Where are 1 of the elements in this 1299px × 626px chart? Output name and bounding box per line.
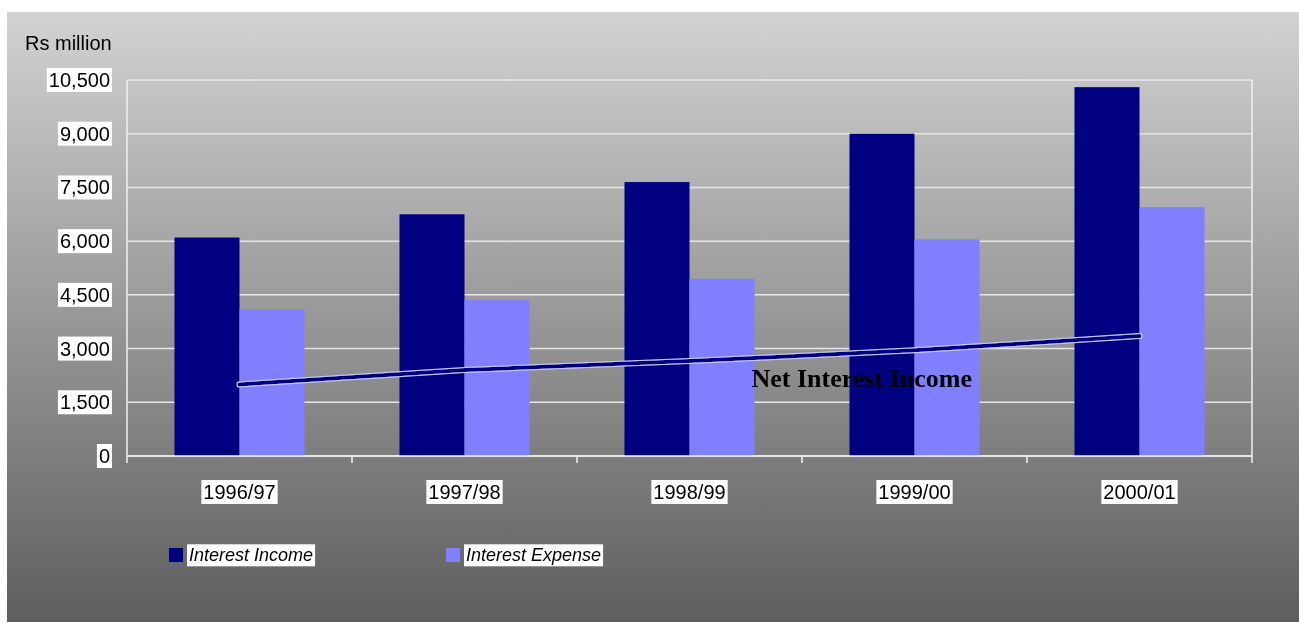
y-axis-title: Rs million [25, 32, 112, 54]
